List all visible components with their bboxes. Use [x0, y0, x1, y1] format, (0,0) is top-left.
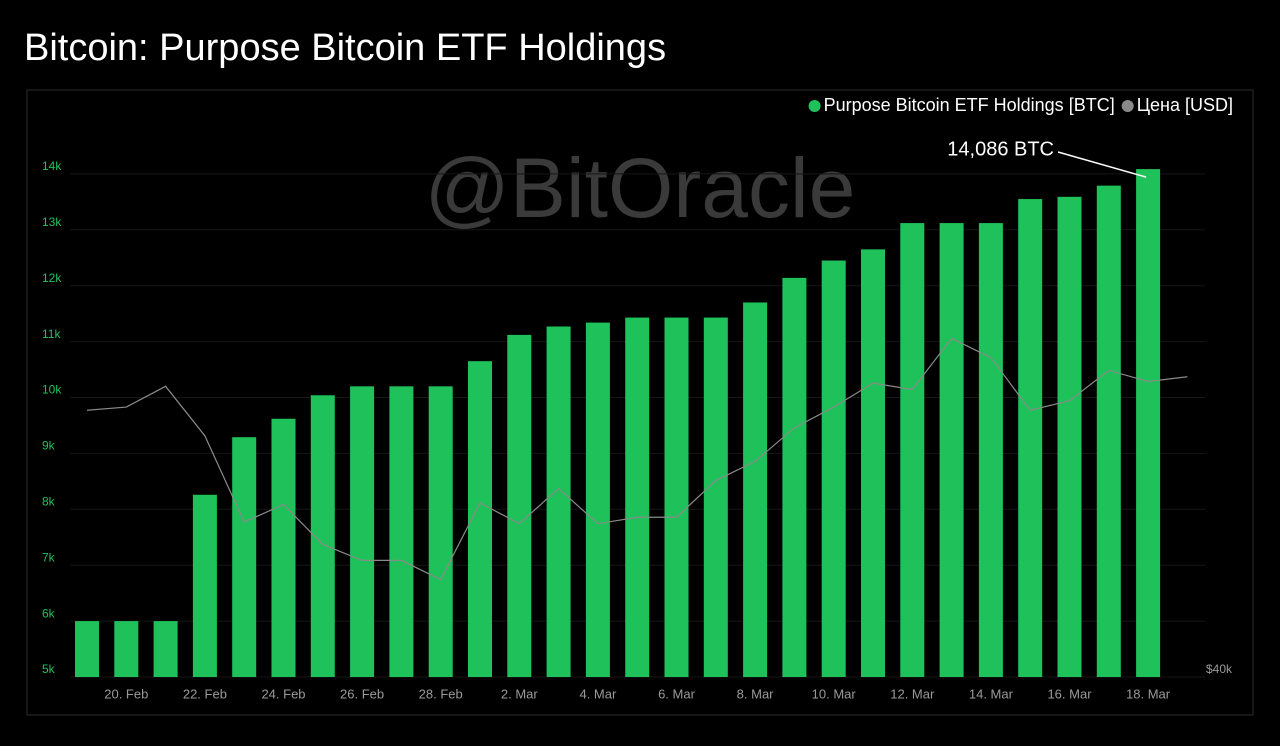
bar: [703, 317, 728, 677]
bar: [585, 322, 610, 677]
bar: [1136, 169, 1161, 678]
bar: [428, 386, 453, 677]
legend-marker: [808, 100, 821, 112]
bar: [114, 621, 139, 677]
price-line: [86, 337, 1188, 581]
bar: [900, 223, 925, 678]
y-tick-label: 5k: [42, 662, 56, 676]
bar: [350, 386, 375, 677]
x-tick-label: 22. Feb: [183, 686, 227, 701]
x-tick-label: 18. Mar: [1126, 686, 1171, 701]
x-tick-label: 24. Feb: [261, 686, 305, 701]
y-tick-label: 6k: [42, 606, 56, 620]
bar: [1096, 185, 1121, 677]
bar: [153, 621, 178, 677]
x-tick-label: 28. Feb: [419, 686, 463, 701]
bar: [782, 277, 807, 677]
y-tick-label: 10k: [42, 383, 62, 397]
x-tick-label: 14. Mar: [969, 686, 1014, 701]
x-tick-label: 20. Feb: [104, 686, 148, 701]
y-tick-label: 11k: [42, 327, 61, 341]
bar: [1018, 199, 1043, 677]
x-tick-label: 10. Mar: [812, 686, 857, 701]
x-tick-label: 8. Mar: [737, 686, 775, 701]
bar: [232, 437, 257, 677]
bar: [1057, 196, 1082, 677]
bar: [389, 386, 414, 677]
bar: [546, 326, 571, 677]
x-tick-label: 26. Feb: [340, 686, 384, 701]
bar: [192, 494, 217, 677]
bar: [978, 223, 1003, 678]
y-tick-label: 8k: [42, 494, 56, 508]
legend-marker: [1121, 100, 1134, 112]
x-tick-label: 2. Mar: [501, 686, 539, 701]
x-tick-label: 6. Mar: [658, 686, 696, 701]
bar: [861, 249, 885, 678]
bar: [821, 260, 846, 677]
x-tick-label: 12. Mar: [890, 686, 935, 701]
legend-label: Цена [USD]: [1137, 95, 1233, 115]
x-tick-label: 4. Mar: [579, 686, 617, 701]
y-tick-label: 9k: [42, 439, 56, 453]
legend-label: Purpose Bitcoin ETF Holdings [BTC]: [824, 95, 1115, 115]
bar: [75, 621, 99, 677]
annotation-line: [1057, 151, 1147, 178]
y-tick-label: 13k: [42, 215, 62, 229]
bar: [664, 317, 689, 677]
data-label: 14,086 BTC: [947, 138, 1054, 160]
bar: [507, 334, 532, 677]
bar: [625, 317, 650, 677]
chart-title: Bitcoin: Purpose Bitcoin ETF Holdings: [24, 27, 666, 69]
bar: [939, 223, 964, 678]
bar: [743, 302, 768, 677]
x-tick-label: 16. Mar: [1047, 686, 1092, 701]
y-tick-label: 14k: [42, 159, 62, 173]
y-tick-label: 7k: [42, 550, 56, 564]
y-tick-label: 12k: [42, 271, 62, 285]
bar: [271, 418, 296, 677]
watermark: @BitOracle: [425, 141, 856, 235]
y2-tick-label: $40k: [1206, 662, 1233, 676]
